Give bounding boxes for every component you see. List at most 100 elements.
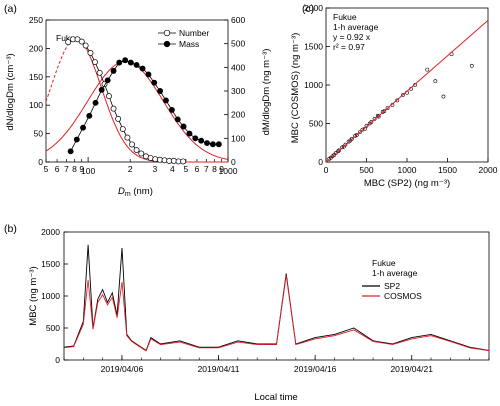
panel-a-point-number <box>96 69 103 76</box>
panel-b-series-sp2 <box>63 244 490 352</box>
panel-c-point <box>382 109 387 114</box>
panel-a-point-mass <box>198 137 205 144</box>
panel-a-fit-curve <box>68 38 228 163</box>
panel-b-series-cosmos <box>63 275 490 352</box>
panel-a-point-mass <box>67 148 74 155</box>
panel-a-point-mass <box>145 71 152 78</box>
panel-a-x-minor-tick-label: 2 <box>128 164 133 174</box>
panel-a-point-number <box>133 147 140 154</box>
panel-a-point-number <box>124 134 131 141</box>
panel-a-point-mass <box>204 140 210 147</box>
panel-c-annotation-line: 1-h average <box>333 22 379 32</box>
panel-c-annotation-line: y = 0.92 x <box>333 32 371 42</box>
panel-a-x-minor-tick-label: 9 <box>79 164 84 174</box>
panel-c-ylabel: MBC (COSMOS) (ng m⁻³) <box>290 33 301 144</box>
panel-b-y-tick-label: 500 <box>46 323 60 333</box>
panel-a-xlabel-sub: m <box>125 191 131 198</box>
panel-a-point-mass <box>162 97 169 104</box>
panel-c-point <box>433 79 438 84</box>
panel-a-point-number <box>180 158 187 165</box>
panel-c-x-tick-label: 1500 <box>438 165 457 175</box>
panel-b-ylabel: MBC (ng m⁻³) <box>28 266 39 325</box>
panel-a-xlabel-main: D <box>118 186 125 197</box>
panel-a-x-minor-tick-label: 7 <box>64 164 69 174</box>
panel-a-point-mass <box>151 79 158 86</box>
panel-a-point-mass <box>80 124 86 131</box>
panel-a-x-minor-tick-label: 6 <box>195 164 200 174</box>
panel-a-point-mass <box>73 136 80 143</box>
panel-a-point-number <box>138 150 145 157</box>
panel-a-point-mass <box>133 62 140 68</box>
panel-c: (c) 0 500 1000 1500 2000 0 500 1000 1500 2000 Fuk… <box>290 3 498 189</box>
panel-a-point-mass <box>116 59 123 66</box>
panel-c-point <box>360 127 365 132</box>
panel-a-y-left-tick-label: 100 <box>29 100 43 110</box>
panel-c-point <box>401 93 405 97</box>
panel-a-xlabel: Dm (nm) <box>118 186 153 198</box>
panel-a-point-mass <box>215 141 222 148</box>
panel-c-fit-line <box>325 19 489 163</box>
panel-b-x-tick-label: 2019/04/16 <box>294 364 337 374</box>
panel-a-x-major-tick-label: 100 <box>81 166 95 176</box>
panel-a-y-left-tick-label: 50 <box>34 129 44 139</box>
panel-c-point <box>348 138 353 143</box>
panel-c-point <box>425 67 430 72</box>
panel-b-x-tick-label: 2019/04/11 <box>198 364 240 374</box>
panel-a-legend-label: Mass <box>179 39 199 49</box>
panel-a-point-mass <box>209 141 216 148</box>
panel-c-point <box>332 153 337 157</box>
panel-a-x-minor-tick-label: 3 <box>152 164 157 174</box>
panel-a-x-minor-tick-label: 5 <box>184 164 189 174</box>
panel-a-y-left-tick-label: 250 <box>29 15 43 25</box>
panel-c-annotation-line: r² = 0.97 <box>333 42 365 52</box>
panel-b-legend-label: SP2 <box>384 281 400 291</box>
panel-a-point-mass <box>98 86 105 93</box>
panel-a-x-minor-tick-label: 8 <box>72 164 77 174</box>
panel-a-point-number <box>82 42 89 49</box>
panel-c-point <box>372 116 377 121</box>
panel-a-legend-label: Number <box>179 28 209 38</box>
panel-a-point-number <box>119 126 126 133</box>
panel-c-y-tick-label: 1000 <box>304 80 323 90</box>
panel-a-point-mass <box>192 135 199 142</box>
panel-c-y-tick-label: 0 <box>318 157 323 167</box>
panel-c-label: (c) <box>302 3 314 15</box>
panel-a-x-minor-tick-label: 8 <box>212 164 217 174</box>
panel-c-point <box>337 148 341 153</box>
panel-a-point-number <box>110 105 117 112</box>
panel-a-point-mass <box>174 116 181 123</box>
panel-a-label: (a) <box>4 3 17 15</box>
panel-a-y-right-tick-label: 0 <box>231 157 236 167</box>
panel-b-x-tick-label: 2019/04/06 <box>101 364 144 374</box>
panel-a-point-number <box>78 38 85 45</box>
panel-a-point-mass <box>122 57 129 64</box>
panel-a-annotation: Fukue <box>56 33 80 43</box>
panel-a-x-minor-tick-label: 4 <box>170 164 175 174</box>
panel-a-fit-curve-dashed <box>45 43 70 102</box>
panel-c-point <box>336 149 341 154</box>
panel-a-y-right-tick-label: 300 <box>231 86 245 96</box>
panel-a-ylabel-left: dN/dlogDm (cm⁻³) <box>5 53 16 130</box>
panel-b-y-tick-label: 2000 <box>41 227 60 237</box>
panel-a-fit-curve <box>45 60 229 160</box>
panel-c-annotation-line: Fukue <box>333 12 357 22</box>
panel-c-x-tick-label: 0 <box>324 165 329 175</box>
panel-b-legend-label: COSMOS <box>384 291 422 301</box>
panel-c-x-tick-label: 500 <box>359 165 373 175</box>
panel-b-y-tick-label: 1000 <box>41 291 60 301</box>
panel-a-x-minor-tick-label: 9 <box>219 164 224 174</box>
panel-a-y-right-tick-label: 100 <box>231 133 245 143</box>
panel-c-xlabel: MBC (SP2) (ng m⁻³) <box>364 178 450 189</box>
panel-a-y-left-tick-label: 200 <box>29 43 43 53</box>
panel-a-point-mass <box>127 59 134 66</box>
panel-a-point-mass <box>186 130 193 137</box>
panel-b-y-tick-label: 0 <box>55 355 60 365</box>
panel-c-point <box>328 155 333 160</box>
panel-b-label: (b) <box>4 223 17 235</box>
panel-c-y-tick-label: 2000 <box>304 3 323 13</box>
panel-a-x-minor-tick-label: 7 <box>204 164 209 174</box>
panel-a-point-mass <box>86 112 93 119</box>
panel-c-point <box>354 133 359 137</box>
panel-a-ylabel-right: dM/dlogDm (ng m⁻³) <box>261 49 272 136</box>
panel-c-point <box>385 106 390 111</box>
